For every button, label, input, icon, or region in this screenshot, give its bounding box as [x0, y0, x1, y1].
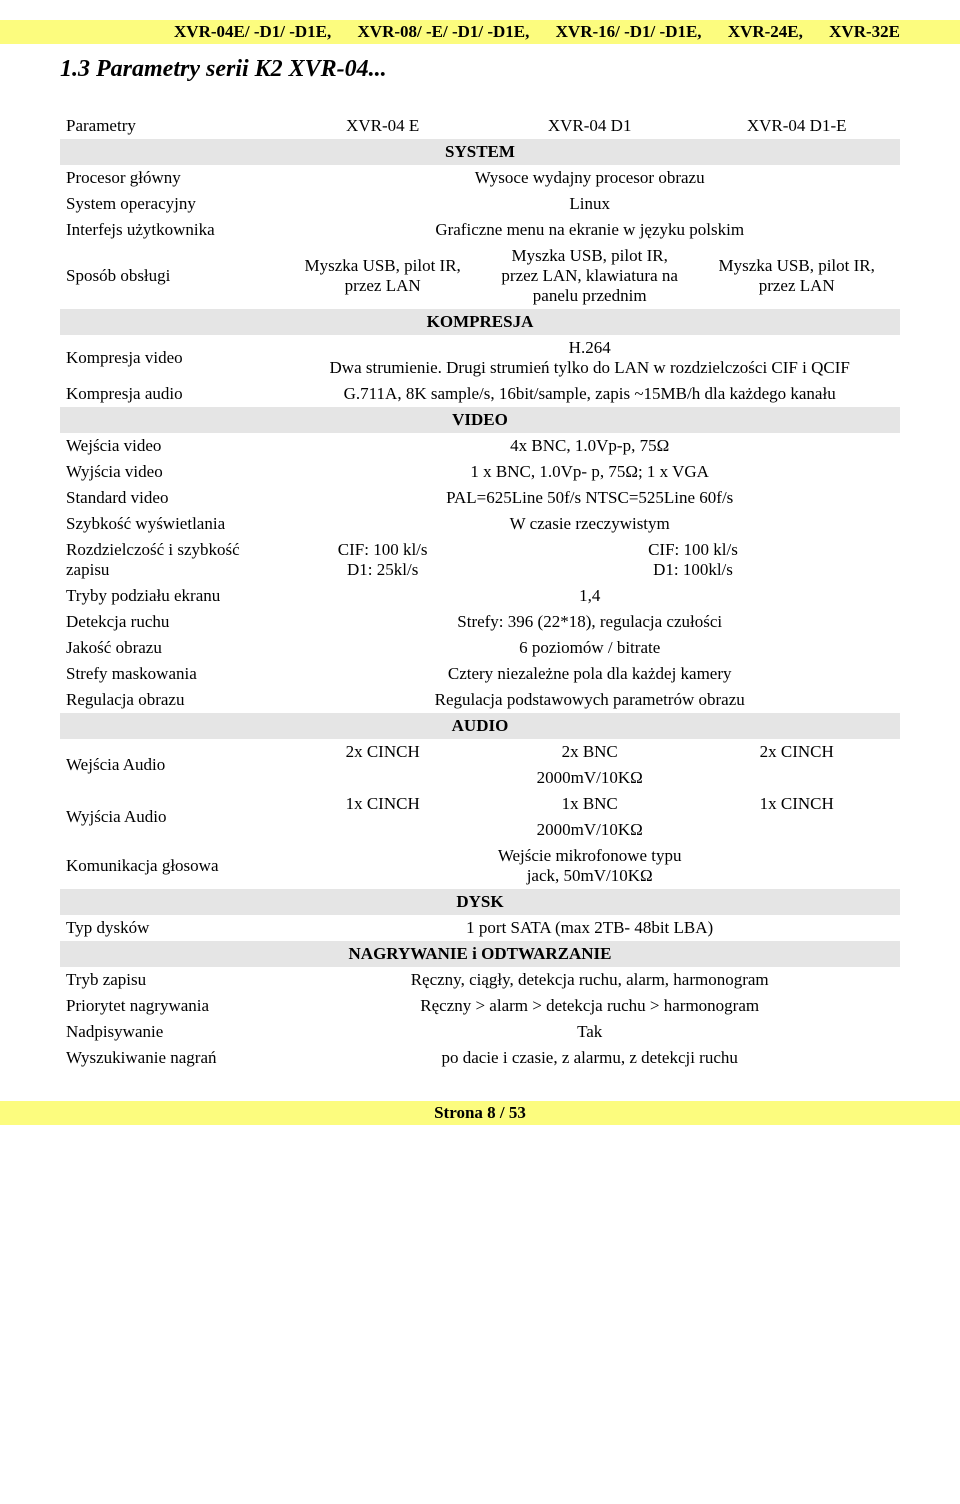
table-header-row: Parametry XVR-04 E XVR-04 D1 XVR-04 D1-E	[60, 113, 900, 139]
row-wejscia-video: Wejścia video 4x BNC, 1.0Vp-p, 75Ω	[60, 433, 900, 459]
val-sposob-1: Myszka USB, pilot IR, przez LAN	[279, 243, 486, 309]
row-strefy: Strefy maskowania Cztery niezależne pola…	[60, 661, 900, 687]
row-kompresja-video: Kompresja video H.264 Dwa strumienie. Dr…	[60, 335, 900, 381]
label-kaudio: Kompresja audio	[60, 381, 279, 407]
val-sposob-2: Myszka USB, pilot IR, przez LAN, klawiat…	[486, 243, 693, 309]
model-4: XVR-24E,	[728, 22, 803, 41]
val-os: Linux	[279, 191, 900, 217]
row-jakosc: Jakość obrazu 6 poziomów / bitrate	[60, 635, 900, 661]
band-nagrywanie: NAGRYWANIE i ODTWARZANIE	[60, 941, 900, 967]
row-regulacja: Regulacja obrazu Regulacja podstawowych …	[60, 687, 900, 713]
row-procesor: Procesor główny Wysoce wydajny procesor …	[60, 165, 900, 191]
col-xvr04d1e: XVR-04 D1-E	[693, 113, 900, 139]
label-ui: Interfejs użytkownika	[60, 217, 279, 243]
val-kaudio: G.711A, 8K sample/s, 16bit/sample, zapis…	[279, 381, 900, 407]
col-xvr04d1: XVR-04 D1	[486, 113, 693, 139]
row-kompresja-audio: Kompresja audio G.711A, 8K sample/s, 16b…	[60, 381, 900, 407]
model-2: XVR-08/ -E/ -D1/ -D1E,	[358, 22, 530, 41]
header-models-strip: XVR-04E/ -D1/ -D1E, XVR-08/ -E/ -D1/ -D1…	[0, 20, 960, 44]
row-wyjscia-video: Wyjścia video 1 x BNC, 1.0Vp- p, 75Ω; 1 …	[60, 459, 900, 485]
band-system: SYSTEM	[60, 139, 900, 165]
val-kvideo: H.264 Dwa strumienie. Drugi strumień tyl…	[279, 335, 900, 381]
row-szybkosc: Szybkość wyświetlania W czasie rzeczywis…	[60, 511, 900, 537]
row-tryb-zapisu: Tryb zapisu Ręczny, ciągły, detekcja ruc…	[60, 967, 900, 993]
row-priorytet: Priorytet nagrywania Ręczny > alarm > de…	[60, 993, 900, 1019]
row-wyjscia-audio-1: Wyjścia Audio 1x CINCH 1x BNC 1x CINCH	[60, 791, 900, 817]
val-ui: Graficzne menu na ekranie w języku polsk…	[279, 217, 900, 243]
row-wejscia-audio-1: Wejścia Audio 2x CINCH 2x BNC 2x CINCH	[60, 739, 900, 765]
row-standard-video: Standard video PAL=625Line 50f/s NTSC=52…	[60, 485, 900, 511]
section-title: 1.3 Parametry serii K2 XVR-04...	[60, 56, 900, 83]
col-label: Parametry	[60, 113, 279, 139]
row-detekcja: Detekcja ruchu Strefy: 396 (22*18), regu…	[60, 609, 900, 635]
row-komunikacja: Komunikacja głosowa Wejście mikrofonowe …	[60, 843, 900, 889]
val-sposob-3: Myszka USB, pilot IR, przez LAN	[693, 243, 900, 309]
label-sposob: Sposób obsługi	[60, 243, 279, 309]
label-procesor: Procesor główny	[60, 165, 279, 191]
row-sposob: Sposób obsługi Myszka USB, pilot IR, prz…	[60, 243, 900, 309]
col-xvr04e: XVR-04 E	[279, 113, 486, 139]
val-procesor: Wysoce wydajny procesor obrazu	[279, 165, 900, 191]
band-dysk: DYSK	[60, 889, 900, 915]
row-tryby-ekranu: Tryby podziału ekranu 1,4	[60, 583, 900, 609]
row-os: System operacyjny Linux	[60, 191, 900, 217]
row-ui: Interfejs użytkownika Graficzne menu na …	[60, 217, 900, 243]
parameters-table: Parametry XVR-04 E XVR-04 D1 XVR-04 D1-E…	[60, 113, 900, 1071]
model-3: XVR-16/ -D1/ -D1E,	[556, 22, 702, 41]
model-5: XVR-32E	[829, 22, 900, 41]
row-nadpisywanie: Nadpisywanie Tak	[60, 1019, 900, 1045]
label-os: System operacyjny	[60, 191, 279, 217]
footer-page-number: Strona 8 / 53	[0, 1101, 960, 1125]
label-kvideo: Kompresja video	[60, 335, 279, 381]
band-video: VIDEO	[60, 407, 900, 433]
row-wyszukiwanie: Wyszukiwanie nagrań po dacie i czasie, z…	[60, 1045, 900, 1071]
band-audio: AUDIO	[60, 713, 900, 739]
band-kompresja: KOMPRESJA	[60, 309, 900, 335]
row-typ-dyskow: Typ dysków 1 port SATA (max 2TB- 48bit L…	[60, 915, 900, 941]
row-rozdzielczosc: Rozdzielczość i szybkość zapisu CIF: 100…	[60, 537, 900, 583]
model-1: XVR-04E/ -D1/ -D1E,	[174, 22, 331, 41]
